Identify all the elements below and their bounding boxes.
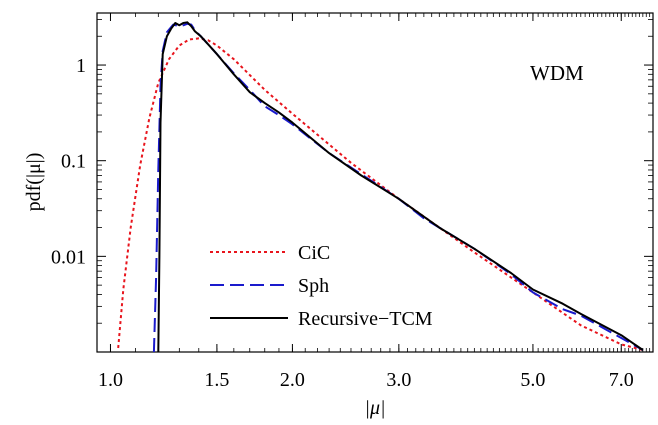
plot-frame (96, 12, 654, 353)
series-line-recursive-tcm (157, 21, 644, 352)
chart-annotation: WDM (530, 61, 584, 85)
y-tick-label: 0.1 (61, 151, 86, 173)
series-line-cic (117, 37, 644, 351)
x-axis-label: |μ| (364, 397, 385, 419)
x-tick-label: 5.0 (520, 369, 545, 391)
y-axis-label: pdf(|μ|) (23, 153, 45, 212)
legend-label: Sph (298, 275, 329, 297)
y-tick-label: 0.01 (51, 246, 86, 268)
y-tick-label: 1 (76, 55, 86, 77)
x-tick-label: 7.0 (609, 369, 634, 391)
axis-ticks (97, 13, 653, 352)
legend-label: Recursive−TCM (298, 308, 433, 330)
x-tick-label: 1.5 (204, 369, 229, 391)
tick-labels: 1.0 1.5 2.0 3.0 5.0 7.0 1 0.1 0.01 (51, 55, 634, 391)
legend-label: CiC (298, 242, 330, 264)
series-layer (117, 21, 644, 352)
x-tick-label: 2.0 (280, 369, 305, 391)
x-tick-label: 3.0 (386, 369, 411, 391)
legend: CiC Sph Recursive−TCM (210, 242, 433, 330)
x-tick-label: 1.0 (98, 369, 123, 391)
